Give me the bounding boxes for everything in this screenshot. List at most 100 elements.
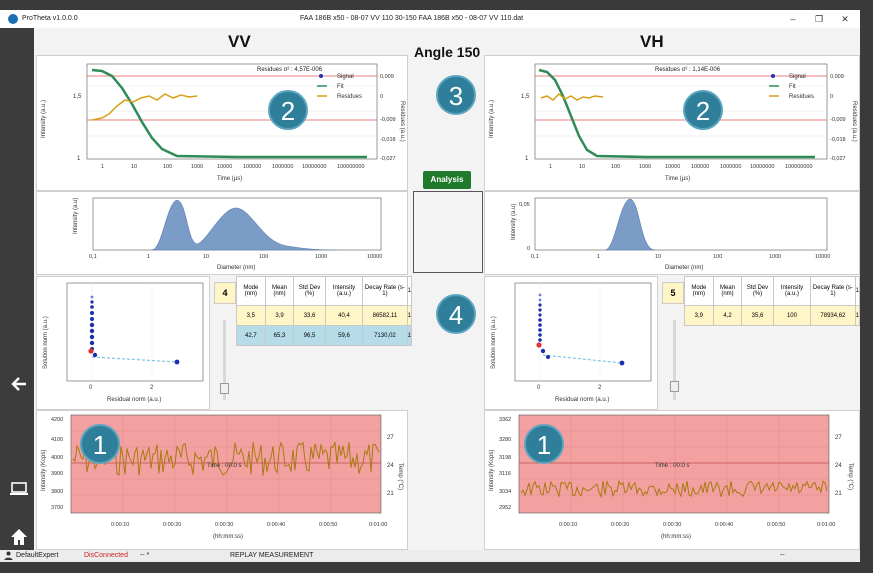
computer-icon[interactable] (10, 480, 28, 498)
table-cell: 100 (772, 305, 812, 326)
vv-rate-ytick: 4100 (51, 437, 63, 443)
vv-dist-ylabel: Intensity (a.u) (73, 198, 79, 234)
table-row[interactable]: 3,5 3,9 33,6 40,4 86582,11 1 (236, 305, 413, 326)
vv-dist-xtick: 10000 (367, 254, 382, 260)
vv-corr-ytick: 1,5 (73, 94, 82, 100)
vh-slider-thumb[interactable] (670, 381, 679, 392)
vv-rate-ytick: 3900 (51, 471, 63, 477)
vh-corr-xtick: 10 (579, 164, 585, 170)
vv-dist-xlabel: Diameter (nm) (217, 265, 255, 271)
vv-rate-xtick: 0:00:30 (215, 522, 233, 528)
vh-col-header: Decay Rate (s-1) (810, 276, 856, 306)
vh-dist-xtick: 100 (713, 254, 722, 260)
close-button[interactable]: ✕ (841, 14, 849, 24)
vh-regularization-slider[interactable] (673, 320, 676, 400)
home-icon[interactable] (10, 528, 28, 546)
vh-dist-xtick: 0,1 (531, 254, 539, 260)
arrow-left-icon[interactable] (10, 375, 28, 393)
vv-rate-xtick: 0:00:10 (111, 522, 129, 528)
vv-corr-xtick: 100000000 (337, 164, 365, 170)
vh-rate-ytick: 3280 (499, 437, 511, 443)
vv-regularization-slider[interactable] (223, 320, 226, 400)
vh-corr-ytick: 1,5 (521, 94, 530, 100)
vv-corr-y2tick: -0,027 (380, 156, 396, 162)
table-cell: 40,4 (324, 305, 364, 326)
vv-legend-signal: Signal (337, 74, 354, 80)
vh-countrate-panel: Time : 00:0 s Intensity (Kcps) 3362 3280… (484, 410, 860, 550)
vv-lcurve-panel: Solution norm (a.u.) 0 2 Residual norm (… (36, 276, 210, 410)
vh-rate-ylabel: Intensity (Kcps) (489, 450, 495, 491)
angle-preview-box (413, 191, 483, 273)
table-cell: 3,9 (264, 305, 295, 326)
vh-rate-y2tick: 24 (835, 463, 842, 469)
vh-rate-ytick: 3034 (499, 489, 511, 495)
vh-rate-xtick: 0:00:40 (715, 522, 733, 528)
vh-distribution-chart: 0,05 0 Intensity (a.u) 0,1 1 10 100 1000… (511, 197, 830, 271)
table-row[interactable]: 42,7 65,3 96,5 59,6 7130,02 1 (236, 325, 413, 346)
vv-rate-y2tick: 27 (387, 435, 394, 441)
table-cell: 35,6 (741, 305, 774, 326)
vh-corr-xtick: 100000000 (785, 164, 813, 170)
vv-correlogram-panel: Residues σ² : 4,57E-006 Intensity (a.u.)… (36, 55, 408, 191)
table-cell: 59,6 (324, 325, 364, 346)
vh-col-header: Mode (nm) (684, 276, 714, 306)
vv-slider-thumb[interactable] (220, 383, 229, 394)
vv-rate-xtick: 0:00:20 (163, 522, 181, 528)
vv-dist-xtick: 10 (203, 254, 209, 260)
vv-countrate-line (72, 441, 380, 476)
vh-legend-signal: Signal (789, 74, 806, 80)
vv-lcurve-xlabel: Residual norm (a.u.) (107, 397, 161, 403)
maximize-button[interactable]: ❐ (814, 14, 824, 24)
table-cell: 42,7 (236, 325, 266, 346)
analysis-button[interactable]: Analysis (423, 171, 471, 189)
vh-lcurve-xtick: 2 (598, 385, 602, 391)
vh-corr-xtick: 1000 (639, 164, 651, 170)
status-right: -- (780, 552, 785, 559)
table-cell: 7130,02 (362, 325, 408, 346)
badge-2-vh: 2 (683, 90, 723, 130)
vh-col-header: Intensity (a.u.) (772, 276, 812, 306)
table-cell: 33,6 (293, 305, 326, 326)
vv-corr-y2tick: -0,018 (380, 137, 396, 143)
badge-3: 3 (436, 75, 476, 115)
vh-rate-y2tick: 27 (835, 435, 842, 441)
table-cell: 96,5 (293, 325, 326, 346)
vh-countrate-chart: Time : 00:0 s Intensity (Kcps) 3362 3280… (489, 414, 853, 540)
vh-distribution-panel: 0,05 0 Intensity (a.u) 0,1 1 10 100 1000… (484, 191, 860, 275)
minimize-button[interactable]: – (790, 14, 796, 24)
vv-rate-ytick: 4200 (51, 417, 63, 423)
vh-col-header: Mean (nm) (712, 276, 743, 306)
vh-lcurve-chart: Solution norm (a.u.) 0 2 Residual norm (… (491, 282, 652, 403)
vh-legend-residues: Residues (789, 94, 814, 100)
vh-corr-y2tick: 0,009 (830, 74, 844, 80)
vh-corr-ytick: 1 (525, 156, 529, 162)
vv-col-header: Intensity (a.u.) (324, 276, 364, 306)
user-icon (4, 551, 13, 562)
vh-dist-ylabel: Intensity (a.u) (511, 204, 517, 240)
vv-heading: VV (228, 32, 251, 51)
status-bar: DefaultExpert DisConnected -- * REPLAY M… (0, 550, 860, 562)
vv-corr-xtick: 10000000 (302, 164, 326, 170)
vv-time-label: Time : 00:0 s (207, 463, 241, 469)
vv-rate-ytick: 3800 (51, 489, 63, 495)
vh-corr-y2tick: -0,018 (830, 137, 846, 143)
vv-col-header: 1 (406, 276, 413, 306)
table-cell: 3,9 (684, 305, 714, 326)
vh-corr-y2tick: -0,027 (830, 156, 846, 162)
vv-dist-xtick: 1 (147, 254, 150, 260)
vv-col-header: Std Dev (%) (293, 276, 326, 306)
vv-rate-xlabel: (hh:mm:ss) (213, 534, 243, 540)
vv-table-index: 4 (214, 282, 236, 304)
vh-rate-xlabel: (hh:mm:ss) (661, 534, 691, 540)
vv-lcurve-xtick: 0 (89, 385, 93, 391)
vv-dist-xtick: 0,1 (89, 254, 97, 260)
table-cell: 1 (406, 325, 413, 346)
badge-1-vh: 1 (524, 424, 564, 464)
table-row[interactable]: 3,9 4,2 35,6 100 78934,62 1 (684, 305, 861, 326)
vv-dist-xtick: 1000 (315, 254, 327, 260)
file-title: FAA 186B x50 - 08-07 VV 110 30-150 FAA 1… (300, 15, 524, 22)
vv-corr-ytick: 1 (77, 156, 81, 162)
table-cell: 65,3 (264, 325, 295, 346)
vv-col-header: Decay Rate (s-1) (362, 276, 408, 306)
vh-corr-y2tick: -0,009 (830, 117, 846, 123)
